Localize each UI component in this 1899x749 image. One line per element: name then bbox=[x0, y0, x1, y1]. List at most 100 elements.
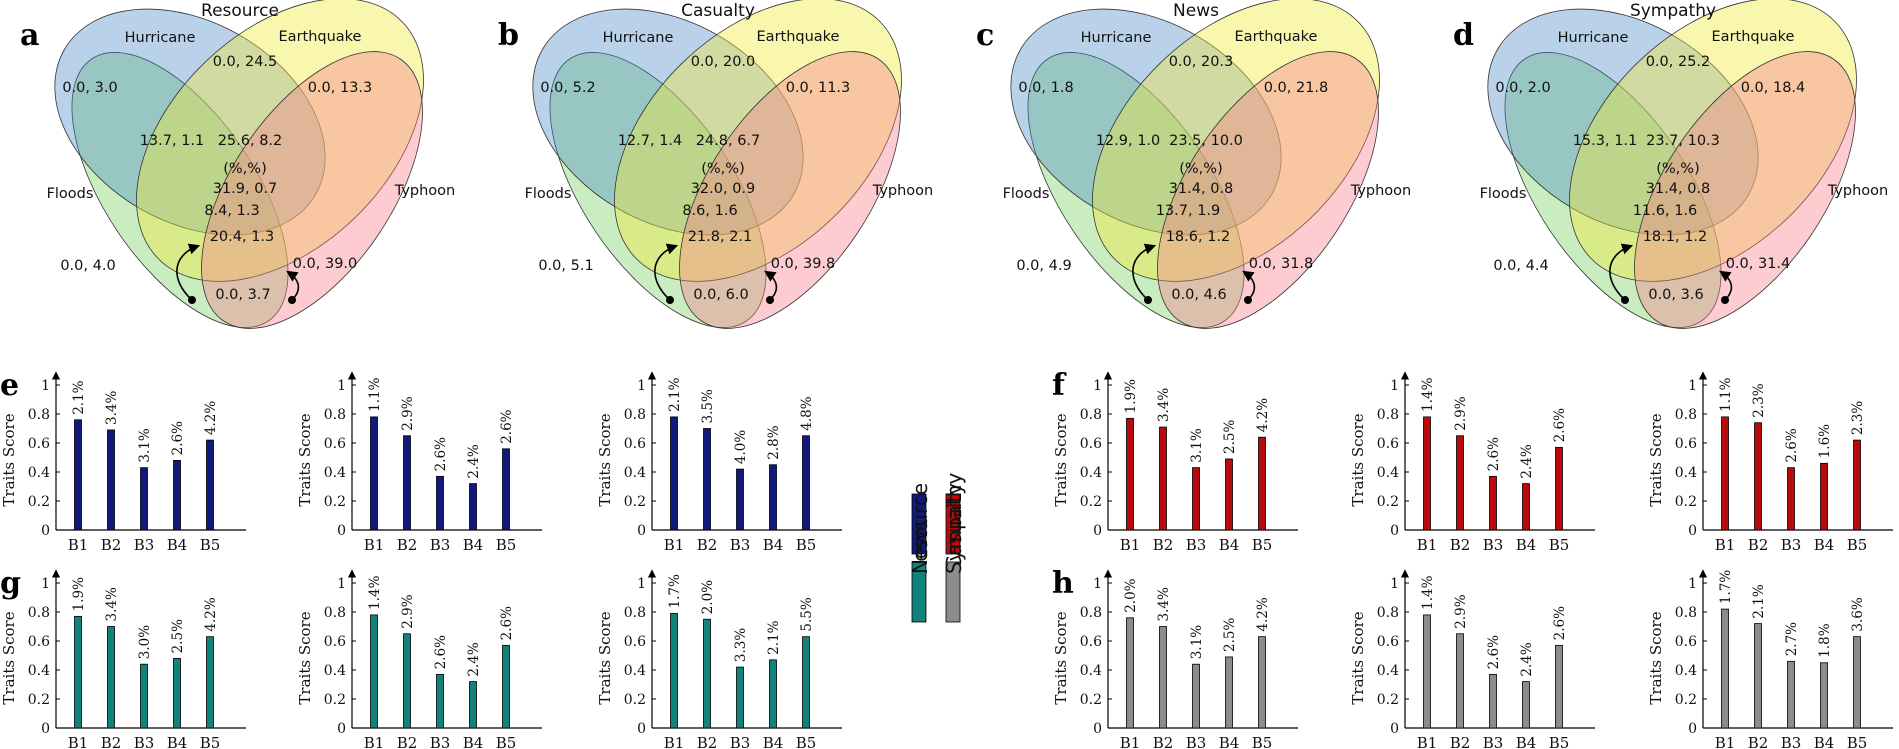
ellipse-earthquake bbox=[136, 0, 424, 282]
bar bbox=[1787, 467, 1795, 531]
set-label-hurricane: Hurricane bbox=[125, 30, 196, 46]
region-value: 0.0, 20.3 bbox=[1169, 54, 1234, 70]
bar-value-label: 3.3% bbox=[733, 628, 749, 662]
bar-value-label: 2.1% bbox=[71, 380, 87, 414]
legend-label-casualty: Casualty bbox=[942, 483, 966, 570]
region-value: 0.0, 6.0 bbox=[693, 287, 748, 303]
x-tick-label: B1 bbox=[1715, 734, 1736, 749]
bar-value-label: 2.6% bbox=[433, 437, 449, 471]
bar bbox=[1192, 663, 1200, 729]
y-tick-label: 0.8 bbox=[1377, 605, 1399, 621]
y-tick-label: 0.2 bbox=[1377, 494, 1399, 510]
x-tick-label: B1 bbox=[1417, 734, 1438, 749]
region-value: 0.0, 31.4 bbox=[1726, 256, 1791, 272]
bar-value-label: 2.6% bbox=[433, 635, 449, 669]
region-value: 11.6, 1.6 bbox=[1633, 203, 1698, 219]
x-tick-label: B4 bbox=[463, 734, 484, 749]
y-tick-label: 0 bbox=[1390, 523, 1399, 539]
region-value: 12.7, 1.4 bbox=[618, 133, 683, 149]
y-tick-label: 0.2 bbox=[1377, 692, 1399, 708]
bar-value-label: 2.0% bbox=[1123, 578, 1139, 612]
region-value: 31.4, 0.8 bbox=[1169, 181, 1234, 197]
y-tick-label: 0.6 bbox=[324, 436, 346, 452]
x-tick-label: B3 bbox=[1186, 734, 1207, 749]
set-label-floods: Floods bbox=[1480, 186, 1527, 202]
y-axis-label: Traits Score bbox=[1647, 413, 1665, 506]
panel-label: d bbox=[1453, 18, 1474, 53]
bar bbox=[140, 467, 148, 531]
y-axis-label: Traits Score bbox=[1647, 611, 1665, 704]
bar-value-label: 2.6% bbox=[1486, 437, 1502, 471]
panel-label: a bbox=[20, 18, 39, 53]
region-value: 23.5, 10.0 bbox=[1169, 133, 1243, 149]
bar-value-label: 2.6% bbox=[499, 409, 515, 443]
bar bbox=[1192, 467, 1200, 531]
region-value: 0.0, 3.7 bbox=[215, 287, 270, 303]
y-tick-label: 0.6 bbox=[28, 634, 50, 650]
y-tick-label: 0.8 bbox=[624, 407, 646, 423]
bar-value-label: 3.1% bbox=[1189, 428, 1205, 462]
bar-value-label: 2.7% bbox=[1784, 622, 1800, 656]
x-tick-label: B2 bbox=[1153, 536, 1174, 554]
bar-value-label: 2.3% bbox=[1850, 401, 1866, 435]
y-tick-label: 0.6 bbox=[1080, 436, 1102, 452]
venn-title: Resource bbox=[201, 1, 279, 21]
bar bbox=[736, 666, 744, 729]
bar-value-label: 2.0% bbox=[700, 580, 716, 614]
bar-chart-casualty: Traits Score 0 0.2 0.4 0.6 0.8 1 B1 1.9% B2 3.4% B3… bbox=[1052, 368, 1298, 554]
y-tick-label: 0.4 bbox=[1675, 663, 1697, 679]
x-tick-label: B2 bbox=[1450, 734, 1471, 749]
y-axis-label: Traits Score bbox=[596, 413, 614, 506]
bar-value-label: 1.4% bbox=[367, 575, 383, 609]
bar bbox=[502, 448, 510, 531]
x-tick-label: B2 bbox=[697, 734, 718, 749]
region-value: 0.0, 39.8 bbox=[771, 256, 836, 272]
bar-value-label: 1.8% bbox=[1817, 623, 1833, 657]
y-tick-label: 0.2 bbox=[624, 692, 646, 708]
x-tick-label: B3 bbox=[134, 536, 155, 554]
bar-value-label: 2.6% bbox=[1552, 606, 1568, 640]
bar-chart-sympathy: Traits Score 0 0.2 0.4 0.6 0.8 1 B1 1.7% B2 2.1% B3… bbox=[1647, 569, 1893, 749]
ellipse-hurricane bbox=[1487, 8, 1759, 236]
bar bbox=[1853, 439, 1861, 531]
region-value: 0.0, 4.0 bbox=[60, 258, 115, 274]
x-tick-label: B5 bbox=[496, 734, 517, 749]
y-tick-label: 0.4 bbox=[28, 465, 50, 481]
panel-label: g bbox=[0, 566, 21, 601]
bar-value-label: 3.4% bbox=[1156, 587, 1172, 621]
x-tick-label: B4 bbox=[1516, 536, 1537, 554]
bar bbox=[1489, 673, 1497, 729]
bar-value-label: 2.4% bbox=[466, 444, 482, 478]
y-tick-label: 0.8 bbox=[324, 605, 346, 621]
region-value: 0.0, 18.4 bbox=[1741, 80, 1806, 96]
bar bbox=[1754, 623, 1762, 729]
set-label-hurricane: Hurricane bbox=[603, 30, 674, 46]
region-value: 18.1, 1.2 bbox=[1643, 229, 1708, 245]
region-value: 0.0, 1.8 bbox=[1018, 80, 1073, 96]
x-tick-label: B5 bbox=[1847, 734, 1868, 749]
bar-value-label: 1.9% bbox=[71, 577, 87, 611]
y-tick-label: 0.6 bbox=[1377, 634, 1399, 650]
y-tick-label: 0 bbox=[41, 721, 50, 737]
bar-value-label: 1.6% bbox=[1817, 424, 1833, 458]
y-tick-label: 0.4 bbox=[1377, 465, 1399, 481]
bar bbox=[436, 475, 444, 531]
x-tick-label: B3 bbox=[1483, 734, 1504, 749]
y-tick-label: 0.2 bbox=[1080, 494, 1102, 510]
y-tick-label: 0.6 bbox=[28, 436, 50, 452]
y-tick-label: 0.4 bbox=[624, 465, 646, 481]
ellipse-typhoon bbox=[201, 51, 423, 329]
x-tick-label: B3 bbox=[1781, 734, 1802, 749]
x-tick-label: B1 bbox=[1417, 536, 1438, 554]
x-tick-label: B5 bbox=[1549, 734, 1570, 749]
y-axis-label: Traits Score bbox=[296, 611, 314, 704]
legend-swatch-casualty bbox=[945, 493, 961, 555]
bar-value-label: 4.2% bbox=[1255, 597, 1271, 631]
bar bbox=[173, 658, 181, 729]
set-label-earthquake: Earthquake bbox=[1712, 29, 1795, 45]
x-tick-label: B1 bbox=[1120, 734, 1141, 749]
venn-news: News c Hurricane Earthquake Floods Typhoon (%,… bbox=[976, 0, 1411, 329]
y-tick-label: 1 bbox=[1093, 378, 1102, 394]
bar bbox=[107, 429, 115, 531]
y-tick-label: 0.2 bbox=[1080, 692, 1102, 708]
